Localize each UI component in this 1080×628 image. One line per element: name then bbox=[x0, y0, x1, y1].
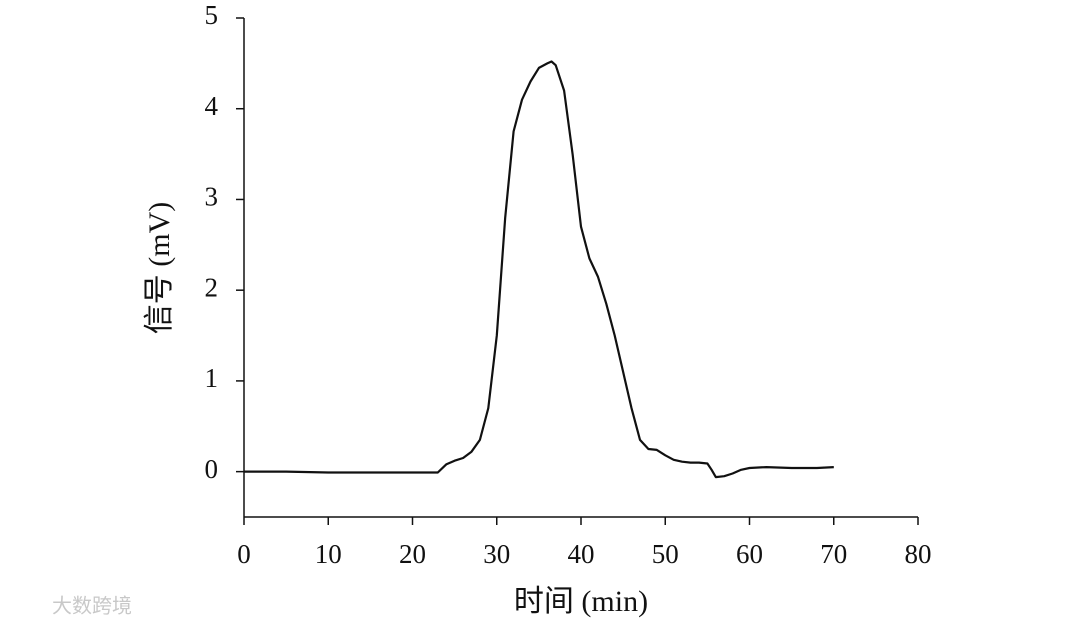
signal-line bbox=[244, 60, 834, 479]
x-axis-title: 时间 (min) bbox=[514, 585, 648, 618]
y-tick-label: 3 bbox=[205, 182, 219, 212]
y-axis-title: 信号 (mV) bbox=[143, 202, 176, 334]
y-tick-label: 2 bbox=[205, 272, 219, 302]
x-tick-label: 10 bbox=[315, 539, 342, 569]
x-tick-label: 40 bbox=[568, 539, 595, 569]
x-tick-label: 20 bbox=[399, 539, 426, 569]
x-tick-label: 30 bbox=[483, 539, 510, 569]
watermark: 大数跨境 bbox=[52, 594, 132, 618]
x-tick-label: 50 bbox=[652, 539, 679, 569]
x-tick-label: 60 bbox=[736, 539, 763, 569]
x-tick-label: 0 bbox=[237, 539, 251, 569]
y-tick-label: 1 bbox=[205, 363, 219, 393]
y-tick-label: 0 bbox=[205, 454, 219, 484]
x-tick-label: 80 bbox=[905, 539, 932, 569]
y-tick-label: 4 bbox=[205, 91, 219, 121]
x-tick-label: 70 bbox=[820, 539, 847, 569]
y-tick-label: 5 bbox=[205, 0, 219, 30]
